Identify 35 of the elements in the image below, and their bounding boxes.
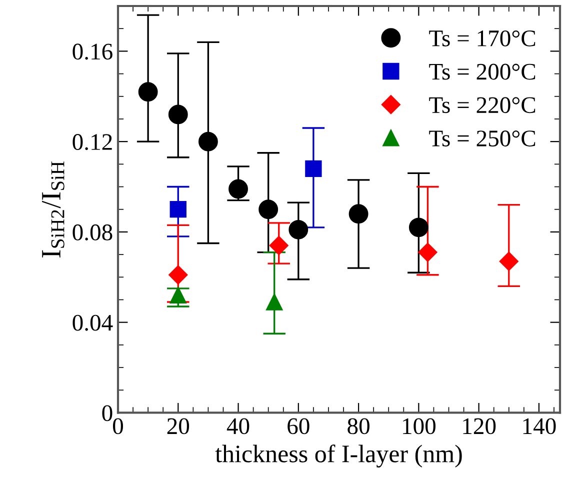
y-tick-label: 0.08 (72, 224, 112, 240)
x-tick-label: 60 (288, 418, 310, 434)
point (499, 252, 518, 271)
point (305, 160, 322, 178)
x-tick-label: 0 (112, 418, 124, 434)
y-tick-label: 0.04 (72, 314, 113, 331)
x-tick-label: 120 (463, 418, 496, 434)
legend-label: Ts = 170°C (429, 30, 536, 46)
point (288, 220, 308, 240)
point (418, 242, 438, 262)
x-axis-title: thickness of I-layer (nm) (215, 444, 462, 468)
x-tick-label: 20 (167, 418, 190, 434)
y-tick-label: 0.12 (72, 134, 112, 150)
point (170, 286, 186, 304)
point (258, 200, 278, 220)
point (170, 201, 186, 218)
x-tick-label: 100 (403, 418, 436, 434)
point (168, 265, 188, 284)
x-tick-label: 80 (348, 418, 370, 434)
point (198, 132, 218, 152)
y-tick-label: 0.16 (72, 44, 112, 60)
y-axis-title: I$_{SiH2}$/I$_{SiH}$ (42, 162, 64, 258)
legend-label: Ts = 200°C (429, 64, 536, 80)
point (269, 236, 288, 256)
legend-label: Ts = 250°C (429, 130, 536, 146)
point (228, 179, 248, 199)
point (408, 218, 428, 238)
point (138, 82, 158, 102)
point (348, 204, 368, 224)
point (266, 294, 283, 310)
point (168, 104, 188, 124)
x-tick-label: 140 (523, 418, 556, 434)
x-tick-label: 40 (226, 418, 250, 434)
legend-label: Ts = 220°C (429, 97, 536, 114)
y-tick-label: 0 (102, 405, 112, 422)
